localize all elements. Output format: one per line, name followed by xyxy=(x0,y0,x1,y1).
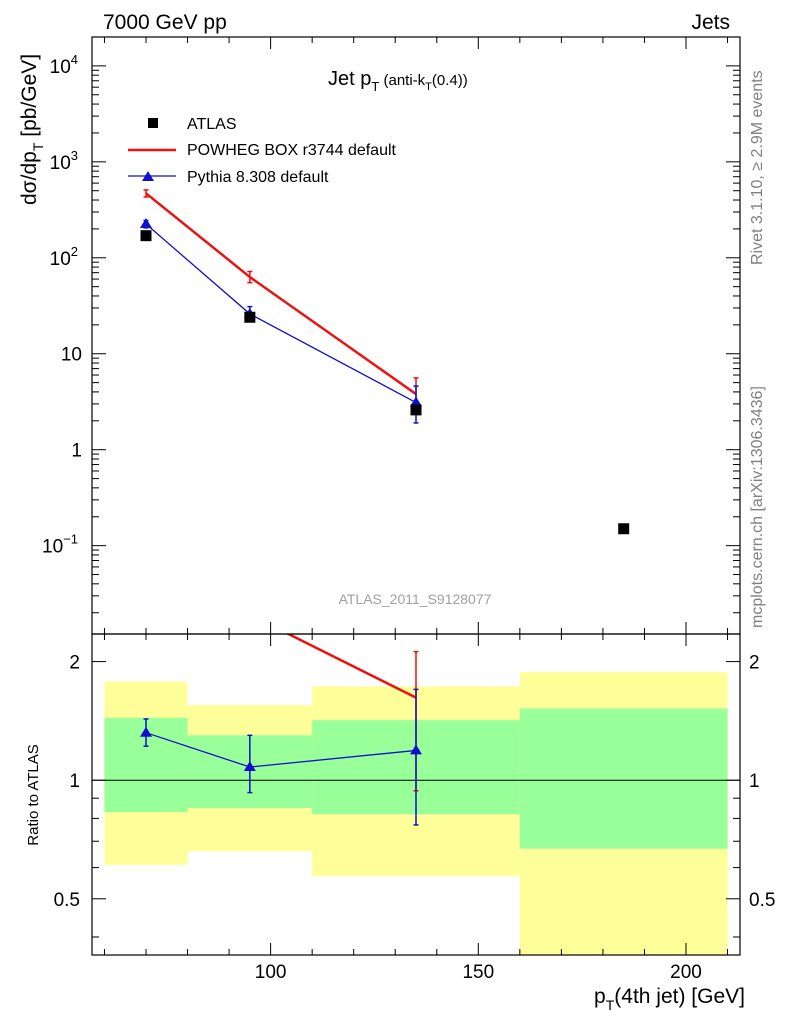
upper-ytick-label-1000: 103 xyxy=(50,148,78,174)
mcplots-label: mcplots.cern.ch [arXiv:1306.3436] xyxy=(749,386,766,628)
upper-panel xyxy=(140,189,630,535)
upper-title: Jet pT (anti-kT(0.4)) xyxy=(328,68,468,94)
atlas-point-2 xyxy=(410,404,422,416)
lower-panel xyxy=(92,634,740,955)
lower-ytick-label-right-1: 1 xyxy=(749,771,760,792)
lower-ytick-label-right-2: 2 xyxy=(749,653,760,674)
lower-ytick-label-left-0.5: 0.5 xyxy=(54,890,80,911)
lower-ytick-label-left-2: 2 xyxy=(69,653,80,674)
legend: ATLAS POWHEG BOX r3744 default Pythia 8.… xyxy=(128,116,397,186)
ratio-powheg-line xyxy=(285,634,417,699)
ytick-base: 10 xyxy=(50,249,71,270)
pythia-marker-2 xyxy=(410,396,422,407)
upper-ytick-label-1: 1 xyxy=(71,441,82,462)
legend-pythia-marker xyxy=(142,171,154,181)
atlas-point-3 xyxy=(618,523,630,535)
upper-ytick-label-10: 10 xyxy=(61,345,82,366)
ytick-base: 1 xyxy=(71,441,82,462)
atlas-point-1 xyxy=(244,311,256,323)
ytick-exp: 3 xyxy=(71,148,78,163)
ytick-exp: 2 xyxy=(71,244,78,259)
ytick-base: 10 xyxy=(50,153,71,174)
x-axis-label: pT(4th jet) [GeV] xyxy=(594,985,745,1013)
lower-ylabel: Ratio to ATLAS xyxy=(25,744,42,845)
ytick-base: 10 xyxy=(50,57,71,78)
x-tick-label-100: 100 xyxy=(255,962,287,983)
lower-ytick-label-left-1: 1 xyxy=(69,771,80,792)
header-left: 7000 GeV pp xyxy=(103,11,227,34)
powheg-line xyxy=(145,192,417,396)
x-tick-label-200: 200 xyxy=(670,962,702,983)
band-inner-3 xyxy=(519,708,728,849)
lower-ytick-label-right-0.5: 0.5 xyxy=(749,890,775,911)
ytick-exp: 4 xyxy=(71,52,78,67)
ratio-pythia-marker-0 xyxy=(140,726,152,737)
pythia-line xyxy=(145,223,417,404)
legend-atlas-label: ATLAS xyxy=(187,116,237,133)
atlas-point-0 xyxy=(140,230,152,242)
upper-clipped xyxy=(140,189,630,535)
ytick-base: 10 xyxy=(42,537,63,558)
analysis-watermark: ATLAS_2011_S9128077 xyxy=(339,591,492,607)
header-right: Jets xyxy=(691,11,730,34)
rivet-label: Rivet 3.1.10, ≥ 2.9M events xyxy=(749,70,766,265)
legend-powheg-label: POWHEG BOX r3744 default xyxy=(187,142,397,159)
upper-ytick-label-10000: 104 xyxy=(50,52,78,78)
legend-atlas-marker xyxy=(148,118,158,128)
legend-pythia-label: Pythia 8.308 default xyxy=(187,169,329,186)
lower-frame xyxy=(91,633,741,956)
ytick-base: 10 xyxy=(61,345,82,366)
x-tick-label-150: 150 xyxy=(462,962,494,983)
pythia-marker-0 xyxy=(140,217,152,228)
ytick-exp: −1 xyxy=(63,532,78,547)
upper-ylabel: dσ/dpT [pb/GeV] xyxy=(18,54,46,205)
ratio-pythia-marker-2 xyxy=(410,744,422,755)
lower-clipped xyxy=(140,634,422,826)
upper-ytick-label-100: 102 xyxy=(50,244,78,270)
ratio-pythia-marker-1 xyxy=(243,761,256,772)
upper-ytick-label-0.1: 10−1 xyxy=(42,532,78,558)
